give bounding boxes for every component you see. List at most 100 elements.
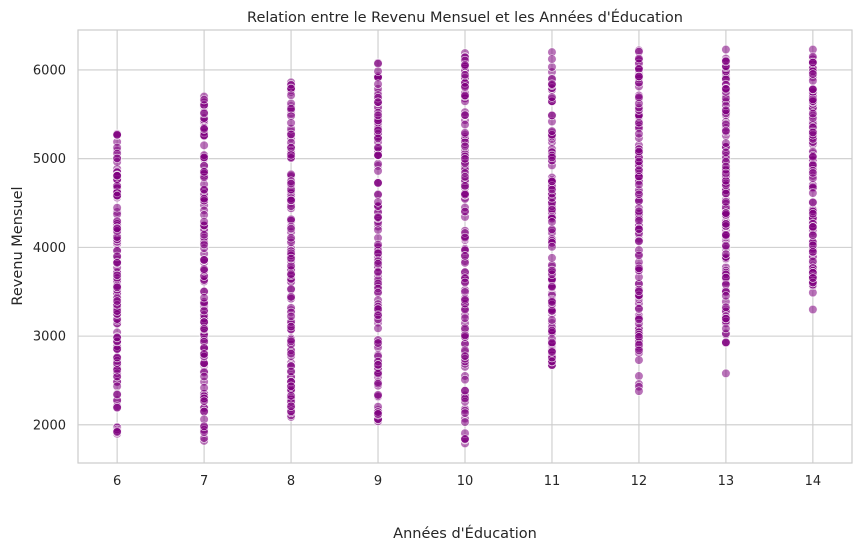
scatter-point (373, 239, 383, 250)
scatter-point (808, 127, 818, 138)
y-axis-label: Revenu Mensuel (10, 186, 26, 305)
scatter-point (373, 197, 383, 207)
scatter-point (808, 222, 818, 232)
scatter-point (199, 255, 209, 265)
scatter-point (373, 338, 383, 348)
scatter-point (460, 351, 470, 361)
scatter-point (721, 147, 731, 157)
ticks-layer: 6 7 8 9 10 11 12 13 14 2000 3000 4000 5000 6000 (33, 63, 821, 489)
scatter-point (112, 332, 122, 343)
scatter-point (547, 54, 557, 64)
scatter-point (373, 166, 383, 176)
scatter-point (460, 110, 470, 120)
scatter-point (634, 71, 644, 82)
scatter-point (547, 306, 557, 316)
scatter-point (634, 156, 644, 167)
scatter-point (373, 133, 383, 143)
scatter-point (286, 381, 296, 391)
scatter-point (721, 230, 731, 240)
scatter-point (721, 56, 731, 66)
scatter-point (199, 293, 209, 303)
scatter-point (373, 267, 383, 277)
scatter-point (547, 282, 557, 292)
scatter-point (721, 197, 731, 207)
scatter-point (373, 323, 383, 333)
scatter-point (460, 120, 470, 130)
scatter-point (373, 409, 383, 419)
scatter-point (199, 383, 209, 393)
scatter-point (199, 264, 209, 274)
scatter-point (286, 336, 296, 346)
scatter-point (547, 62, 557, 72)
scatter-point (460, 313, 470, 323)
scatter-point (547, 217, 557, 227)
scatter-point (547, 126, 557, 136)
scatter-point (199, 217, 209, 227)
scatter-point (199, 349, 209, 359)
scatter-point (112, 427, 122, 437)
x-tick-label: 12 (631, 474, 648, 489)
scatter-point (634, 189, 644, 199)
scatter-point (112, 258, 122, 268)
x-tick-label: 9 (374, 474, 382, 489)
scatter-point (286, 311, 296, 321)
scatter-point (634, 236, 644, 246)
scatter-point (547, 242, 557, 252)
scatter-point (286, 179, 296, 189)
scatter-point (634, 304, 644, 314)
scatter-point (721, 188, 731, 198)
scatter-point (199, 324, 209, 334)
scatter-point (721, 323, 731, 334)
scatter-point (634, 92, 644, 102)
y-tick-label: 2000 (33, 418, 66, 433)
scatter-point (373, 79, 383, 89)
scatter-point (286, 401, 296, 411)
scatter-point (808, 94, 818, 104)
scatter-point (373, 379, 383, 389)
scatter-point (808, 247, 818, 257)
scatter-point (460, 386, 470, 396)
scatter-point (373, 97, 383, 107)
scatter-point (808, 57, 818, 68)
scatter-point (373, 110, 383, 120)
scatter-point (721, 368, 731, 378)
scatter-point (460, 189, 470, 200)
scatter-point (460, 154, 470, 164)
scatter-point (199, 194, 209, 204)
scatter-point (286, 195, 296, 206)
scatter-point (286, 366, 296, 377)
scatter-point (373, 390, 383, 400)
scatter-point (634, 286, 644, 296)
scatter-point (112, 203, 122, 213)
scatter-point (808, 152, 818, 162)
scatter-point (112, 352, 122, 363)
scatter-point (373, 212, 383, 222)
chart-title: Relation entre le Revenu Mensuel et les … (247, 9, 683, 26)
scatter-point (199, 239, 209, 250)
scatter-point (112, 270, 122, 280)
scatter-point (721, 313, 731, 324)
scatter-point (808, 209, 818, 219)
y-tick-label: 6000 (33, 63, 66, 78)
scatter-point (460, 128, 470, 138)
scatter-point (721, 44, 731, 55)
scatter-point (721, 241, 731, 251)
scatter-point (373, 369, 383, 379)
scatter-point (460, 434, 470, 444)
scatter-point (112, 390, 122, 400)
scatter-point (634, 263, 644, 273)
scatter-point (547, 265, 557, 275)
scatter-point (634, 332, 644, 342)
scatter-point (373, 189, 383, 199)
scatter-point (286, 269, 296, 279)
scatter-point (808, 188, 818, 198)
scatter-point (808, 197, 818, 208)
x-tick-label: 13 (718, 474, 735, 489)
scatter-point (808, 230, 818, 240)
scatter-point (634, 345, 644, 355)
scatter-point (721, 219, 731, 229)
scatter-point (112, 282, 122, 292)
scatter-point (634, 386, 644, 396)
scatter-point (199, 95, 209, 105)
scatter-point (460, 330, 470, 340)
